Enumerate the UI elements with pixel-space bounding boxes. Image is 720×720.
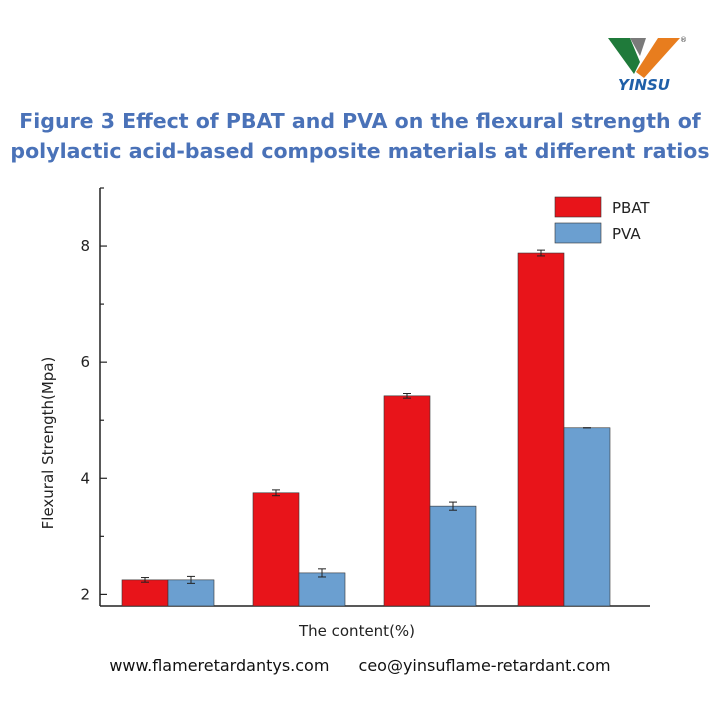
legend-label-pbat: PBAT: [612, 199, 650, 217]
figure-title-line-2: polylactic acid-based composite material…: [10, 139, 710, 163]
logo-mark-green: [608, 38, 640, 74]
error-bars: [141, 249, 591, 584]
logo-mark-grey: [630, 38, 646, 56]
footer-website: www.flameretardantys.com: [109, 656, 330, 675]
legend-swatch-pbat: [554, 196, 602, 218]
y-axis-label: Flexural Strength(Mpa): [39, 357, 57, 530]
logo-registered: ®: [680, 36, 687, 44]
logo-text: YINSU: [618, 76, 670, 94]
logo-mark-orange: [636, 38, 680, 78]
bar-chart: 2 4 6 8 PBAT PVA Flexural Strength(Mpa) The …: [39, 187, 650, 640]
legend-swatch-pva: [554, 222, 602, 244]
y-tick-label: 2: [80, 585, 90, 603]
bar-pva: [429, 505, 477, 607]
figure-title: Figure 3 Effect of PBAT and PVA on the f…: [0, 106, 720, 166]
y-tick-label: 8: [80, 237, 90, 255]
y-axis: 2 4 6 8: [80, 187, 107, 603]
bar-pva: [298, 572, 346, 607]
footer-email: ceo@yinsuflame-retardant.com: [358, 656, 611, 675]
bar-pbat: [517, 252, 565, 607]
bars: [121, 252, 611, 607]
bar-pbat: [121, 579, 169, 607]
bar-pva: [167, 579, 215, 607]
legend-label-pva: PVA: [612, 225, 641, 243]
y-tick-label: 4: [80, 469, 90, 487]
bar-pbat: [383, 395, 431, 607]
legend: PBAT PVA: [554, 196, 650, 244]
yinsu-logo: ® YINSU: [608, 36, 687, 94]
bar-pva: [563, 427, 611, 607]
y-tick-label: 6: [80, 353, 90, 371]
figure-title-line-1: Figure 3 Effect of PBAT and PVA on the f…: [19, 109, 701, 133]
footer: www.flameretardantys.com ceo@yinsuflame-…: [0, 656, 720, 675]
x-axis-label: The content(%): [298, 622, 415, 640]
bar-pbat: [252, 492, 300, 607]
